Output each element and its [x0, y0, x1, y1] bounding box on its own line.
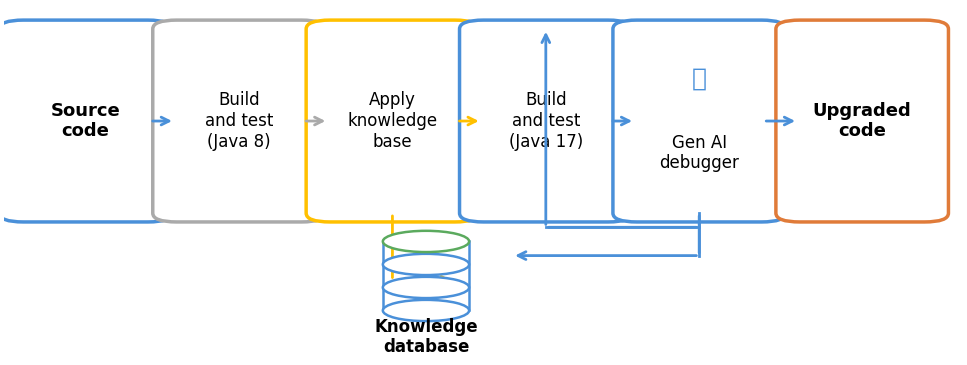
FancyBboxPatch shape [776, 20, 949, 222]
Text: Gen AI
debugger: Gen AI debugger [659, 134, 739, 172]
Text: Source
code: Source code [51, 101, 121, 141]
FancyBboxPatch shape [613, 20, 785, 222]
FancyBboxPatch shape [459, 20, 632, 222]
Text: Upgraded
code: Upgraded code [813, 101, 912, 141]
Text: Build
and test
(Java 8): Build and test (Java 8) [205, 91, 274, 151]
Ellipse shape [383, 300, 469, 321]
FancyBboxPatch shape [0, 20, 172, 222]
Text: Knowledge
database: Knowledge database [374, 318, 478, 357]
Ellipse shape [383, 231, 469, 252]
Ellipse shape [383, 254, 469, 275]
Text: Apply
knowledge
base: Apply knowledge base [347, 91, 437, 151]
Ellipse shape [383, 277, 469, 298]
FancyBboxPatch shape [307, 20, 479, 222]
FancyBboxPatch shape [153, 20, 325, 222]
Text: 🧠: 🧠 [691, 66, 707, 91]
Text: Build
and test
(Java 17): Build and test (Java 17) [509, 91, 583, 151]
